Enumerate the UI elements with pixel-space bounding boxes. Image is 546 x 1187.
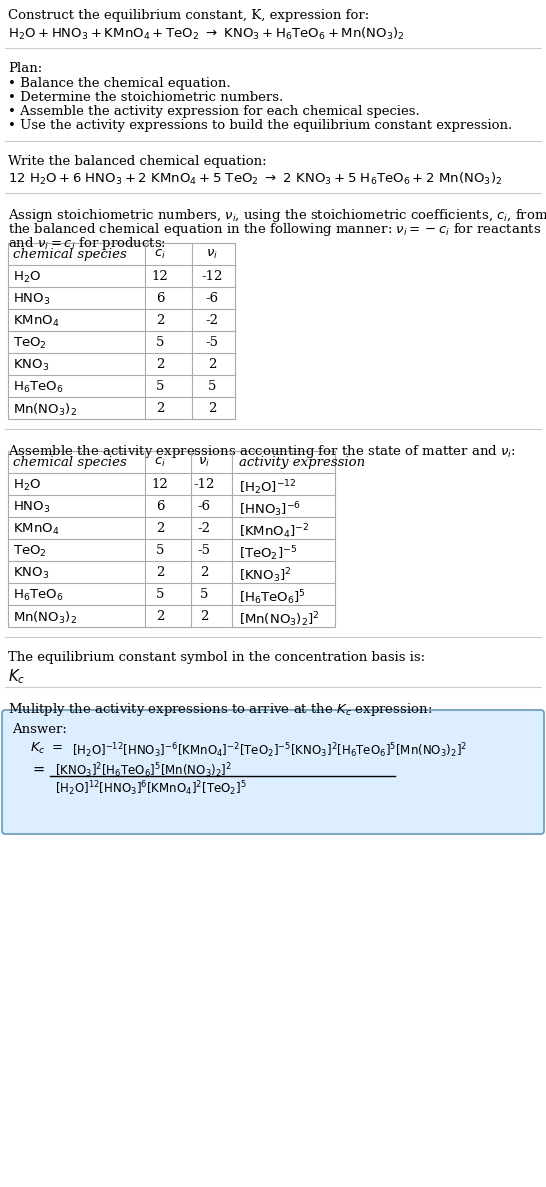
Text: 2: 2 [156, 315, 164, 326]
Text: 5: 5 [200, 588, 208, 601]
Text: $=$: $=$ [30, 761, 45, 776]
Text: Write the balanced chemical equation:: Write the balanced chemical equation: [8, 155, 266, 169]
Text: The equilibrium constant symbol in the concentration basis is:: The equilibrium constant symbol in the c… [8, 650, 425, 664]
Text: Plan:: Plan: [8, 62, 42, 75]
Text: 2: 2 [208, 358, 216, 372]
Text: • Determine the stoichiometric numbers.: • Determine the stoichiometric numbers. [8, 91, 283, 104]
Text: Answer:: Answer: [12, 723, 67, 736]
Text: $K_c$: $K_c$ [8, 667, 25, 686]
Text: 2: 2 [156, 566, 164, 579]
Text: 12: 12 [152, 478, 168, 491]
Text: -12: -12 [201, 269, 223, 283]
Text: 2: 2 [156, 610, 164, 623]
Text: 2: 2 [156, 358, 164, 372]
Text: activity expression: activity expression [239, 456, 365, 469]
Text: $\mathrm{12\ H_2O + 6\ HNO_3 + 2\ KMnO_4 + 5\ TeO_2 \ \rightarrow \ 2\ KNO_3 + 5: $\mathrm{12\ H_2O + 6\ HNO_3 + 2\ KMnO_4… [8, 171, 502, 188]
Text: 5: 5 [156, 588, 164, 601]
Text: $\mathrm{KNO_3}$: $\mathrm{KNO_3}$ [13, 566, 49, 582]
Text: $\mathrm{TeO_2}$: $\mathrm{TeO_2}$ [13, 336, 47, 351]
Text: $\mathrm{H_2O + HNO_3 + KMnO_4 + TeO_2 \ \rightarrow \ KNO_3 + H_6TeO_6 + Mn(NO_: $\mathrm{H_2O + HNO_3 + KMnO_4 + TeO_2 \… [8, 26, 405, 42]
Text: $\mathrm{H_2O}$: $\mathrm{H_2O}$ [13, 478, 41, 493]
Text: $\nu_i$: $\nu_i$ [198, 456, 210, 469]
Text: -5: -5 [198, 544, 211, 557]
Text: $\mathrm{H_6TeO_6}$: $\mathrm{H_6TeO_6}$ [13, 380, 63, 395]
Text: • Balance the chemical equation.: • Balance the chemical equation. [8, 77, 230, 90]
Text: $[\mathrm{H_2O}]^{12}[\mathrm{HNO_3}]^{6}[\mathrm{KMnO_4}]^{2}[\mathrm{TeO_2}]^{: $[\mathrm{H_2O}]^{12}[\mathrm{HNO_3}]^{6… [55, 779, 247, 798]
Text: $\mathrm{HNO_3}$: $\mathrm{HNO_3}$ [13, 500, 51, 515]
Text: $\mathrm{KMnO_4}$: $\mathrm{KMnO_4}$ [13, 522, 60, 537]
Text: Construct the equilibrium constant, K, expression for:: Construct the equilibrium constant, K, e… [8, 9, 369, 23]
Bar [8, 451, 335, 627]
FancyBboxPatch shape [2, 710, 544, 834]
Text: $\mathrm{H_6TeO_6}$: $\mathrm{H_6TeO_6}$ [13, 588, 63, 603]
Text: 2: 2 [208, 402, 216, 415]
Text: Assign stoichiometric numbers, $\nu_i$, using the stoichiometric coefficients, $: Assign stoichiometric numbers, $\nu_i$, … [8, 207, 546, 224]
Text: $[\mathrm{KMnO_4}]^{-2}$: $[\mathrm{KMnO_4}]^{-2}$ [239, 522, 310, 541]
Text: and $\nu_i = c_i$ for products:: and $\nu_i = c_i$ for products: [8, 235, 166, 252]
Text: $\mathrm{Mn(NO_3)_2}$: $\mathrm{Mn(NO_3)_2}$ [13, 402, 77, 418]
Text: chemical species: chemical species [13, 456, 127, 469]
Text: $[\mathrm{H_2O}]^{-12}[\mathrm{HNO_3}]^{-6}[\mathrm{KMnO_4}]^{-2}[\mathrm{TeO_2}: $[\mathrm{H_2O}]^{-12}[\mathrm{HNO_3}]^{… [72, 741, 467, 760]
Text: $[\mathrm{KNO_3}]^{2}$: $[\mathrm{KNO_3}]^{2}$ [239, 566, 292, 585]
Text: Assemble the activity expressions accounting for the state of matter and $\nu_i$: Assemble the activity expressions accoun… [8, 443, 516, 461]
Text: $[\mathrm{H_2O}]^{-12}$: $[\mathrm{H_2O}]^{-12}$ [239, 478, 297, 496]
Text: -2: -2 [198, 522, 211, 535]
Text: • Assemble the activity expression for each chemical species.: • Assemble the activity expression for e… [8, 104, 420, 118]
Text: 5: 5 [208, 380, 216, 393]
Text: -12: -12 [193, 478, 215, 491]
Text: chemical species: chemical species [13, 248, 127, 261]
Text: $[\mathrm{Mn(NO_3)_2}]^{2}$: $[\mathrm{Mn(NO_3)_2}]^{2}$ [239, 610, 319, 629]
Text: 6: 6 [156, 292, 164, 305]
Text: 12: 12 [152, 269, 168, 283]
Text: 6: 6 [156, 500, 164, 513]
Text: $\mathrm{H_2O}$: $\mathrm{H_2O}$ [13, 269, 41, 285]
Text: the balanced chemical equation in the following manner: $\nu_i = -c_i$ for react: the balanced chemical equation in the fo… [8, 221, 541, 239]
Text: $\mathrm{Mn(NO_3)_2}$: $\mathrm{Mn(NO_3)_2}$ [13, 610, 77, 626]
Text: $\mathrm{TeO_2}$: $\mathrm{TeO_2}$ [13, 544, 47, 559]
Text: $\mathrm{KNO_3}$: $\mathrm{KNO_3}$ [13, 358, 49, 373]
Text: -2: -2 [205, 315, 218, 326]
Bar [8, 243, 235, 419]
Text: $c_i$: $c_i$ [154, 456, 166, 469]
Text: • Use the activity expressions to build the equilibrium constant expression.: • Use the activity expressions to build … [8, 119, 512, 132]
Text: $[\mathrm{H_6TeO_6}]^{5}$: $[\mathrm{H_6TeO_6}]^{5}$ [239, 588, 306, 607]
Text: 5: 5 [156, 380, 164, 393]
Text: $[\mathrm{HNO_3}]^{-6}$: $[\mathrm{HNO_3}]^{-6}$ [239, 500, 301, 519]
Text: $K_c\ =$: $K_c\ =$ [30, 741, 63, 756]
Text: $\mathrm{KMnO_4}$: $\mathrm{KMnO_4}$ [13, 315, 60, 329]
Text: 2: 2 [200, 610, 208, 623]
Text: -6: -6 [205, 292, 218, 305]
Text: -5: -5 [205, 336, 218, 349]
Text: 5: 5 [156, 544, 164, 557]
Text: $[\mathrm{KNO_3}]^{2}[\mathrm{H_6TeO_6}]^{5}[\mathrm{Mn(NO_3)_2}]^{2}$: $[\mathrm{KNO_3}]^{2}[\mathrm{H_6TeO_6}]… [55, 761, 232, 780]
Text: $[\mathrm{TeO_2}]^{-5}$: $[\mathrm{TeO_2}]^{-5}$ [239, 544, 297, 563]
Text: $c_i$: $c_i$ [154, 248, 166, 261]
Text: 5: 5 [156, 336, 164, 349]
Text: -6: -6 [198, 500, 211, 513]
Text: 2: 2 [200, 566, 208, 579]
Text: 2: 2 [156, 402, 164, 415]
Text: $\mathrm{HNO_3}$: $\mathrm{HNO_3}$ [13, 292, 51, 307]
Text: $\nu_i$: $\nu_i$ [206, 248, 218, 261]
Text: Mulitply the activity expressions to arrive at the $K_c$ expression:: Mulitply the activity expressions to arr… [8, 702, 432, 718]
Text: 2: 2 [156, 522, 164, 535]
